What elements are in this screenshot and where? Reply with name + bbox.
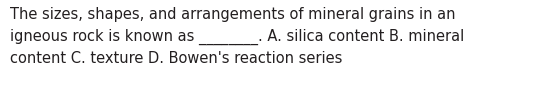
Text: The sizes, shapes, and arrangements of mineral grains in an
igneous rock is know: The sizes, shapes, and arrangements of m… (10, 7, 464, 66)
